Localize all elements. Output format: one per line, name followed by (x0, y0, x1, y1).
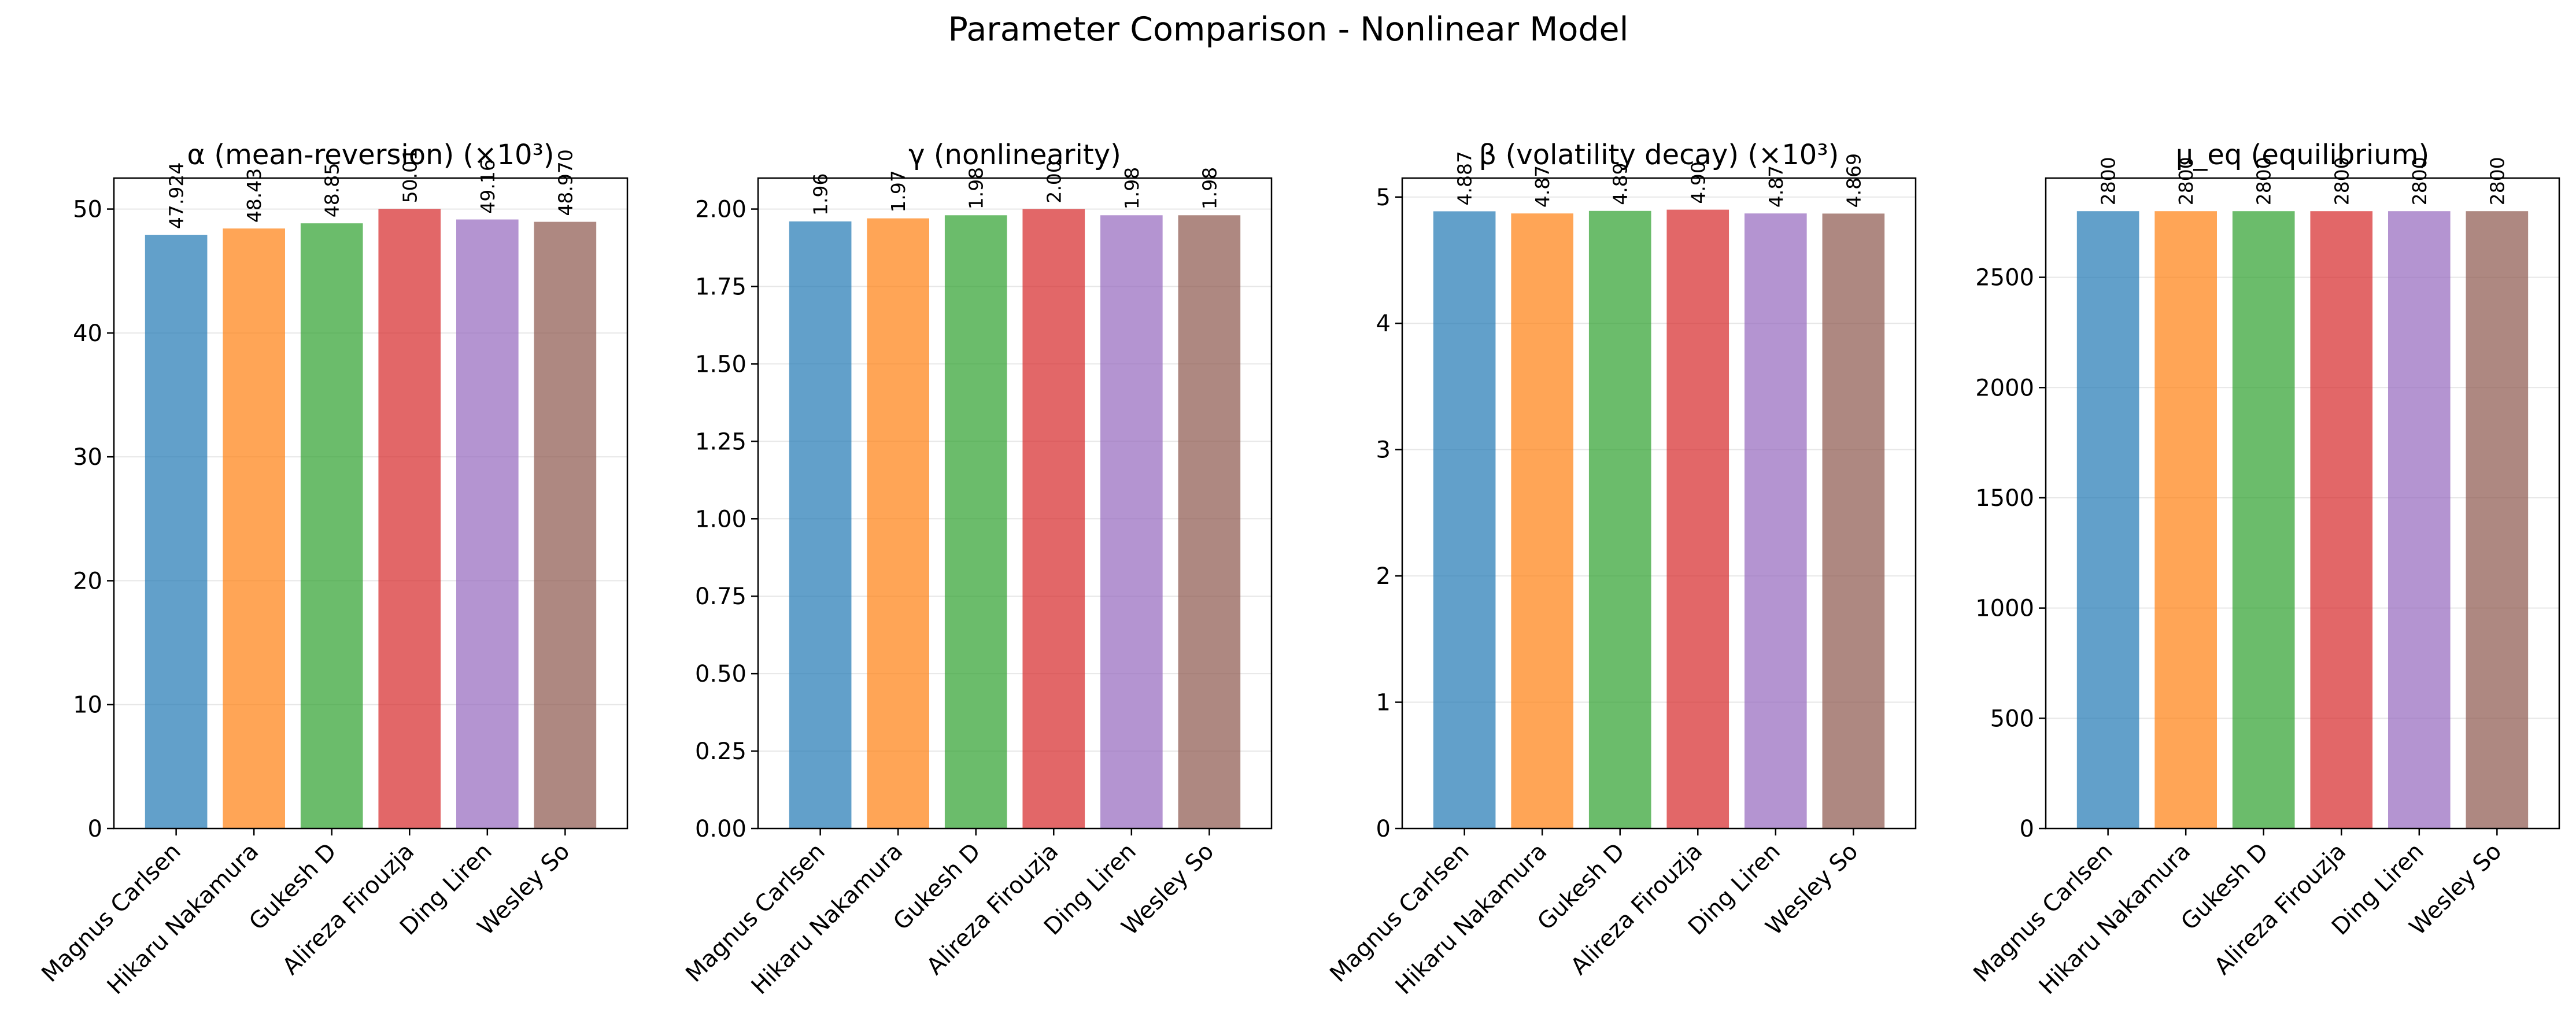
data-label: 48.43 (243, 168, 265, 223)
bar-gukesh-d (2232, 211, 2295, 829)
bar-ding-liren (1745, 213, 1807, 829)
bar-hikaru-nakamura (223, 228, 285, 829)
data-label: 2800 (2408, 157, 2431, 205)
bar-alireza-firouzja (1022, 209, 1085, 829)
bar-gukesh-d (1588, 210, 1651, 829)
figure-title: Parameter Comparison - Nonlinear Model (948, 10, 1629, 49)
bar-ding-liren (456, 219, 519, 829)
data-label: 49.16 (476, 159, 499, 213)
data-label: 4.89 (1609, 162, 1632, 205)
axes-frame (1401, 177, 1917, 830)
y-tick-label: 3 (1376, 437, 1391, 464)
axes-frame (757, 177, 1273, 830)
bar-magnus-carlsen (145, 235, 208, 829)
bar-magnus-carlsen (1433, 211, 1496, 829)
y-tick-label: 1 (1376, 690, 1391, 716)
y-tick-label: 500 (1990, 705, 2034, 732)
data-label: 1.98 (1198, 167, 1221, 209)
bar-hikaru-nakamura (867, 218, 929, 829)
data-label: 48.970 (554, 149, 576, 216)
bar-wesley-so (534, 221, 597, 829)
data-label: 4.90 (1687, 161, 1709, 204)
data-label: 2800 (2175, 157, 2197, 205)
y-tick-label: 0.75 (695, 583, 746, 610)
data-label: 48.85 (321, 163, 343, 217)
y-tick-label: 2500 (1975, 265, 2034, 291)
bar-alireza-firouzja (1666, 209, 1729, 829)
bar-hikaru-nakamura (2154, 211, 2217, 829)
bar-magnus-carlsen (789, 221, 852, 829)
bar-gukesh-d (944, 215, 1007, 829)
axes-frame (2045, 177, 2560, 830)
data-label: 2800 (2330, 157, 2353, 205)
bar-gukesh-d (300, 223, 363, 829)
y-tick-label: 10 (73, 692, 102, 719)
bar-wesley-so (2466, 211, 2529, 829)
y-tick-label: 0 (1376, 816, 1391, 842)
data-label: 2800 (2097, 157, 2120, 205)
y-tick-label: 40 (73, 320, 102, 347)
bar-wesley-so (1178, 215, 1241, 829)
data-label: 2.00 (1043, 161, 1065, 203)
y-tick-label: 20 (73, 568, 102, 594)
data-label: 2800 (2253, 157, 2275, 205)
y-tick-label: 2000 (1975, 375, 2034, 401)
data-label: 1.98 (965, 167, 988, 209)
y-tick-label: 0.00 (695, 816, 746, 842)
data-label: 4.87 (1531, 165, 1554, 208)
y-tick-label: 2.00 (695, 197, 746, 223)
y-tick-label: 2 (1376, 563, 1391, 590)
data-label: 4.87 (1765, 165, 1787, 208)
bar-ding-liren (2388, 211, 2451, 829)
data-label: 1.96 (810, 173, 832, 216)
y-tick-label: 50 (73, 197, 102, 223)
y-tick-label: 0 (88, 816, 102, 842)
y-tick-label: 0.25 (695, 738, 746, 765)
bar-ding-liren (1100, 215, 1163, 829)
y-tick-label: 1.25 (695, 428, 746, 455)
bar-alireza-firouzja (2310, 211, 2373, 829)
y-tick-label: 0 (2020, 816, 2034, 842)
y-tick-label: 1000 (1975, 596, 2034, 622)
y-tick-label: 30 (73, 444, 102, 471)
data-label: 4.869 (1842, 153, 1865, 208)
subplot-title: α (mean-reversion) (×10³) (187, 139, 554, 171)
y-tick-label: 0.50 (695, 661, 746, 687)
y-tick-label: 1500 (1975, 485, 2034, 512)
bar-wesley-so (1822, 213, 1885, 829)
data-label: 4.887 (1454, 151, 1476, 205)
data-label: 1.98 (1121, 167, 1143, 209)
data-label: 1.97 (887, 170, 910, 212)
bar-hikaru-nakamura (1511, 213, 1573, 829)
subplot-title: γ (nonlinearity) (908, 139, 1121, 171)
subplot-title: β (volatility decay) (×10³) (1479, 139, 1839, 171)
y-tick-label: 1.50 (695, 351, 746, 378)
bar-alireza-firouzja (378, 209, 441, 829)
y-tick-label: 1.75 (695, 274, 746, 301)
subplot-title: μ_eq (equilibrium) (2176, 139, 2429, 171)
bar-magnus-carlsen (2076, 211, 2139, 829)
y-tick-label: 4 (1376, 310, 1391, 337)
y-tick-label: 1.00 (695, 506, 746, 533)
data-label: 50.01 (398, 149, 421, 203)
data-label: 47.924 (165, 162, 188, 229)
data-label: 2800 (2486, 157, 2508, 205)
axes-frame (113, 177, 629, 830)
y-tick-label: 5 (1376, 184, 1391, 211)
